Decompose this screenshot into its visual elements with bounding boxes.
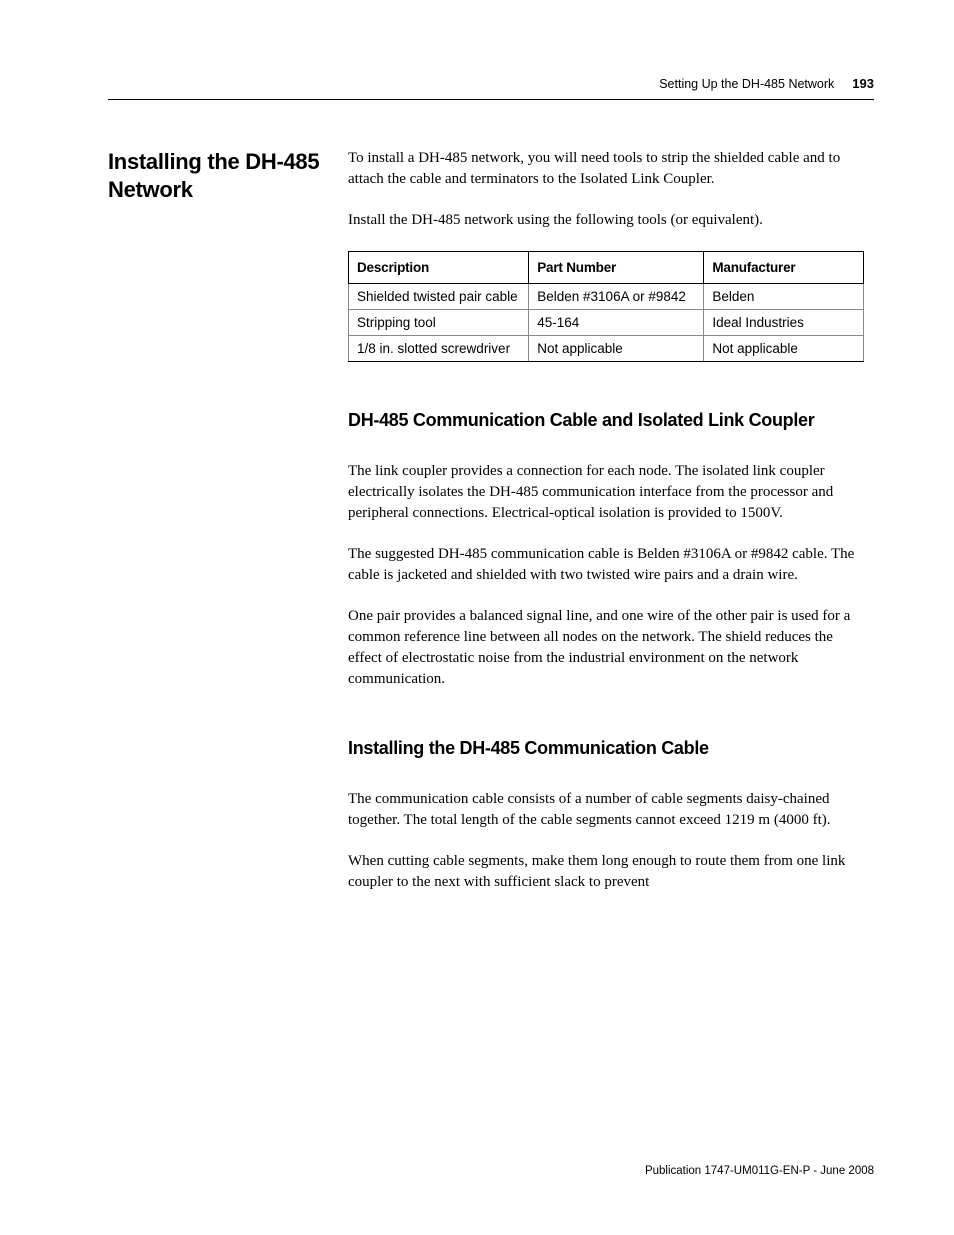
page-number: 193: [852, 76, 874, 91]
header-title: Setting Up the DH-485 Network: [659, 77, 834, 91]
table-cell: Not applicable: [529, 336, 704, 362]
subsection-installing-cable: Installing the DH-485 Communication Cabl…: [348, 738, 864, 893]
table-row: 1/8 in. slotted screwdriver Not applicab…: [349, 336, 864, 362]
running-header: Setting Up the DH-485 Network 193: [108, 76, 874, 91]
subsection-heading: DH-485 Communication Cable and Isolated …: [348, 410, 864, 431]
body-paragraph: The suggested DH-485 communication cable…: [348, 544, 864, 586]
table-cell: 45-164: [529, 310, 704, 336]
body-paragraph: The link coupler provides a connection f…: [348, 461, 864, 524]
table-cell: Belden #3106A or #9842: [529, 284, 704, 310]
header-rule: [108, 99, 874, 100]
body-paragraph: The communication cable consists of a nu…: [348, 789, 864, 831]
table-header-partnumber: Part Number: [529, 252, 704, 284]
table-row: Stripping tool 45-164 Ideal Industries: [349, 310, 864, 336]
section-heading: Installing the DH-485 Network: [108, 148, 348, 203]
table-cell: Stripping tool: [349, 310, 529, 336]
body-paragraph: One pair provides a balanced signal line…: [348, 606, 864, 690]
table-cell: Not applicable: [704, 336, 864, 362]
tools-paragraph: Install the DH-485 network using the fol…: [348, 210, 864, 231]
table-header-manufacturer: Manufacturer: [704, 252, 864, 284]
table-cell: Belden: [704, 284, 864, 310]
intro-paragraph: To install a DH-485 network, you will ne…: [348, 148, 864, 190]
table-cell: 1/8 in. slotted screwdriver: [349, 336, 529, 362]
subsection-comm-cable-coupler: DH-485 Communication Cable and Isolated …: [348, 410, 864, 690]
table-header-row: Description Part Number Manufacturer: [349, 252, 864, 284]
tools-table: Description Part Number Manufacturer Shi…: [348, 251, 864, 362]
table-cell: Shielded twisted pair cable: [349, 284, 529, 310]
subsection-heading: Installing the DH-485 Communication Cabl…: [348, 738, 864, 759]
publication-footer: Publication 1747-UM011G-EN-P - June 2008: [645, 1165, 874, 1177]
table-header-description: Description: [349, 252, 529, 284]
table-cell: Ideal Industries: [704, 310, 864, 336]
table-row: Shielded twisted pair cable Belden #3106…: [349, 284, 864, 310]
body-paragraph: When cutting cable segments, make them l…: [348, 851, 864, 893]
